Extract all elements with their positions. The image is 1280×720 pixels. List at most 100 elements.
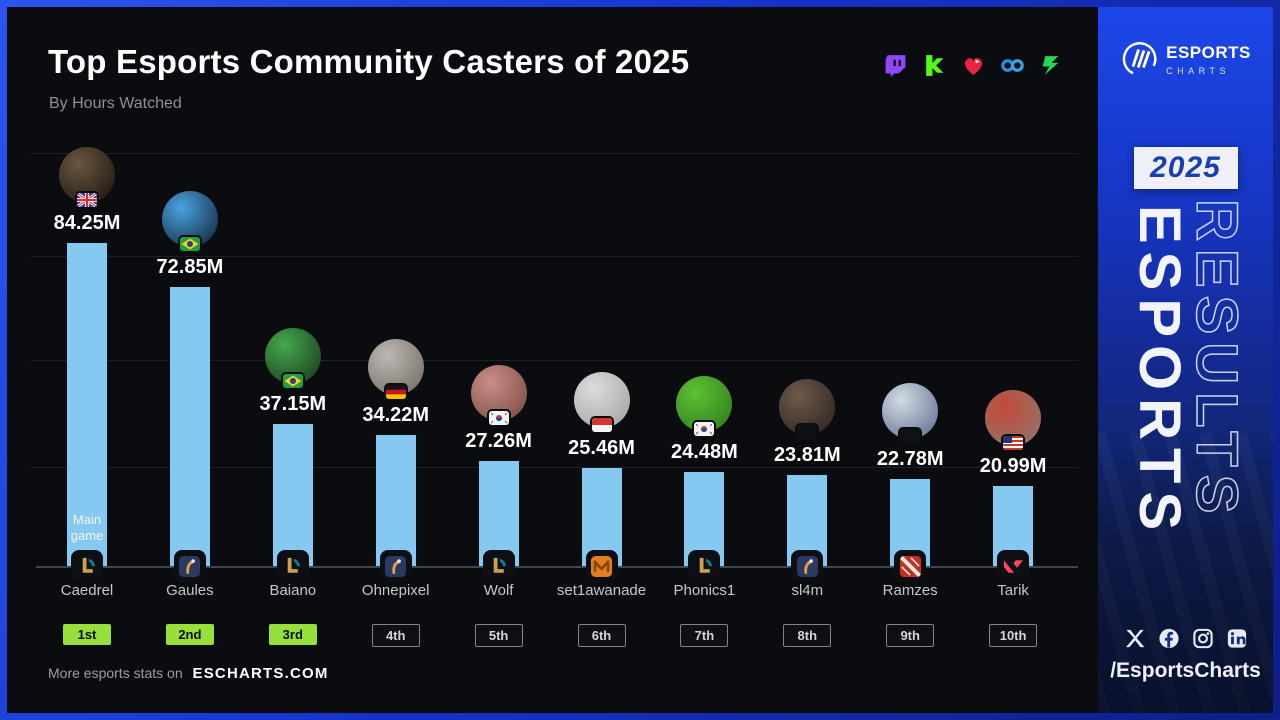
- rank-badge: 3rd: [241, 624, 345, 645]
- lol-game-icon: [276, 550, 309, 582]
- rank-badge: 7th: [652, 624, 756, 647]
- rank-badge-label: 8th: [783, 624, 832, 647]
- caster-column: 25.46M set1awanade 6th: [550, 130, 654, 670]
- caster-name: Phonics1: [673, 582, 736, 599]
- caster-column: 72.85M Gaules 2nd: [138, 130, 242, 670]
- soop-icon: [1000, 53, 1025, 78]
- flag-de-icon: [385, 385, 406, 399]
- esports-charts-logo-icon: [1122, 42, 1157, 76]
- kick-icon: [922, 53, 947, 78]
- vertical-text-results: RESULTS: [1183, 198, 1250, 522]
- rank-badge: 6th: [550, 624, 654, 647]
- gridline: [30, 360, 1078, 361]
- chart-columns: 84.25M Main game Caedrel 1st 72.85M Gaules 2nd…: [30, 130, 1078, 670]
- caster-name: Gaules: [166, 582, 214, 599]
- caster-name: Caedrel: [60, 582, 114, 599]
- value-label: 37.15M: [259, 393, 327, 415]
- value-label: 25.46M: [568, 437, 635, 459]
- gridline: [30, 256, 1078, 257]
- caster-name: Ramzes: [882, 582, 938, 599]
- gridline: [30, 153, 1078, 154]
- flag-censored-icon: [797, 425, 818, 439]
- chart-panel: Top Esports Community Casters of 2025 By…: [7, 7, 1098, 713]
- instagram-icon[interactable]: [1191, 627, 1214, 650]
- flag-us-icon: [1003, 436, 1024, 450]
- rank-badge-label: 9th: [886, 624, 935, 647]
- bar: [375, 435, 416, 566]
- flag-id-icon: [591, 418, 612, 432]
- rank-badge: 5th: [447, 624, 551, 647]
- bar: [272, 424, 313, 566]
- caster-name: Baiano: [269, 582, 317, 599]
- page-subtitle: By Hours Watched: [49, 95, 182, 112]
- x-icon[interactable]: [1123, 627, 1146, 650]
- rank-badge: 10th: [961, 624, 1065, 647]
- year-label: 2025: [1150, 151, 1221, 184]
- rank-badge-label: 1st: [63, 624, 111, 645]
- caster-column: 22.78M Ramzes 9th: [858, 130, 962, 670]
- caster-column: 34.22M Ohnepixel 4th: [344, 130, 448, 670]
- cs2-game-icon: [791, 550, 824, 582]
- rank-badge-label: 4th: [371, 624, 420, 647]
- caster-name: Tarik: [997, 582, 1029, 599]
- valorant-game-icon: [997, 550, 1030, 582]
- social-icons: [1123, 627, 1248, 650]
- caster-name: Ohnepixel: [361, 582, 430, 599]
- platform-icons: [883, 53, 1064, 78]
- rank-badge-label: 7th: [680, 624, 729, 647]
- bar-chart: 84.25M Main game Caedrel 1st 72.85M Gaules 2nd…: [30, 130, 1078, 670]
- facebook-icon[interactable]: [1157, 627, 1180, 650]
- bar: [478, 461, 519, 566]
- flag-gb-icon: [77, 193, 97, 207]
- caster-column: 20.99M Tarik 10th: [961, 130, 1065, 670]
- cs2-game-icon: [173, 550, 206, 582]
- heart-play-icon: [961, 53, 986, 78]
- flag-censored-icon: [900, 429, 921, 443]
- linkedin-icon[interactable]: [1225, 627, 1248, 650]
- mlbb-game-icon: [585, 550, 618, 582]
- footer-text: More esports stats on: [48, 665, 183, 681]
- footer: More esports stats on ESCHARTS.COM: [48, 665, 329, 682]
- flag-br-icon: [282, 374, 303, 388]
- bar: [67, 243, 107, 566]
- logo-line1: ESPORTS: [1166, 42, 1251, 62]
- main-game-annotation: Main game: [70, 512, 104, 543]
- value-label: 34.22M: [362, 404, 430, 426]
- bar: [169, 287, 210, 566]
- logo-line2: CHARTS: [1166, 65, 1230, 76]
- esports-charts-logo: ESPORTS CHARTS: [1120, 40, 1251, 78]
- x-axis-line: [36, 566, 1078, 568]
- caster-column: 24.48M Phonics1 7th: [652, 130, 756, 670]
- rank-badge-label: 10th: [989, 624, 1038, 647]
- rank-badge-label: 6th: [577, 624, 626, 647]
- rank-badge: 1st: [35, 624, 139, 645]
- lol-game-icon: [71, 550, 103, 582]
- rank-badge: 9th: [858, 624, 962, 647]
- rank-badge-label: 2nd: [165, 624, 214, 645]
- value-label: 27.26M: [465, 430, 532, 452]
- rank-badge-label: 5th: [474, 624, 523, 647]
- value-label: 23.81M: [773, 444, 841, 466]
- flag-kr-icon: [694, 422, 715, 436]
- caster-name: Wolf: [483, 582, 514, 599]
- value-label: 72.85M: [156, 256, 224, 278]
- chzzk-icon: [1039, 53, 1064, 78]
- year-badge: 2025: [1133, 147, 1238, 189]
- dota-game-icon: [894, 550, 927, 582]
- rank-badge: 4th: [344, 624, 448, 647]
- lol-game-icon: [482, 550, 515, 582]
- value-label: 22.78M: [876, 448, 944, 470]
- footer-site-link[interactable]: ESCHARTS.COM: [192, 665, 329, 682]
- gridline: [30, 467, 1078, 468]
- value-label: 24.48M: [671, 441, 738, 463]
- twitch-icon: [883, 53, 908, 78]
- value-label: 84.25M: [53, 212, 121, 234]
- value-label: 20.99M: [979, 455, 1047, 477]
- lol-game-icon: [688, 550, 721, 582]
- caster-column: 84.25M Main game Caedrel 1st: [35, 130, 139, 670]
- brand-panel: ESPORTS CHARTS 2025 ESPORTS RESULTS /Esp…: [1098, 7, 1273, 713]
- caster-name: set1awanade: [556, 582, 647, 599]
- cs2-game-icon: [379, 550, 412, 582]
- rank-badge-label: 3rd: [268, 624, 317, 645]
